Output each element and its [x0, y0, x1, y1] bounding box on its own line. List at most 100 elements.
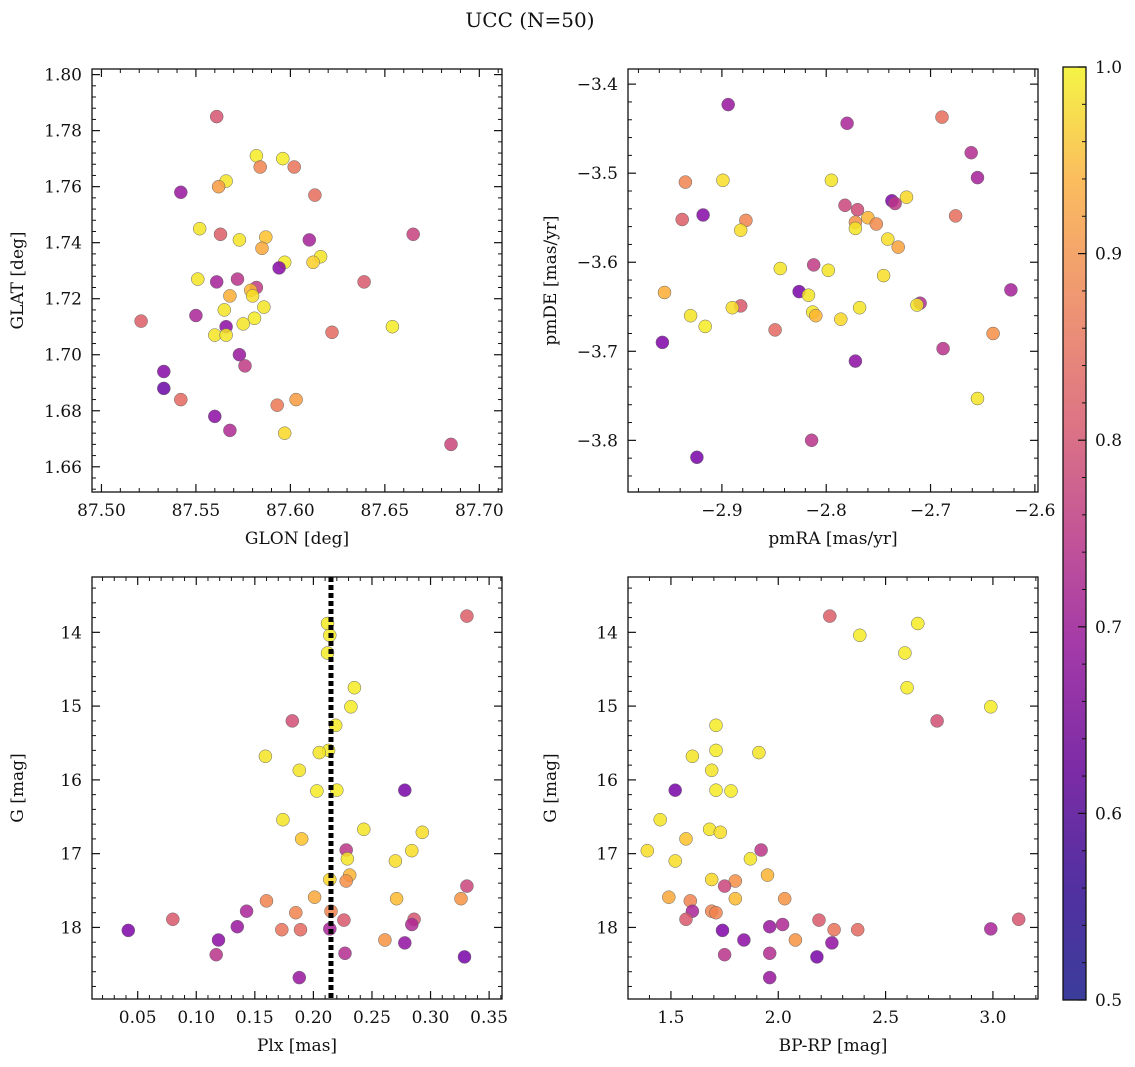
axes-frame	[91, 576, 503, 1000]
data-point	[293, 922, 308, 937]
data-point	[166, 912, 180, 927]
data-point	[232, 233, 247, 247]
data-point	[724, 784, 738, 798]
data-point	[405, 843, 419, 858]
data-point	[704, 872, 719, 887]
data-point	[189, 308, 203, 323]
data-point	[640, 843, 655, 858]
data-point	[405, 917, 419, 932]
data-point	[325, 325, 339, 340]
data-point	[709, 783, 723, 797]
data-point	[310, 784, 324, 798]
data-point	[709, 905, 723, 920]
data-point	[236, 317, 250, 331]
y-tick-label: 1.68	[44, 402, 82, 422]
axes-frame	[627, 68, 1039, 493]
x-tick-label: 87.60	[266, 501, 315, 521]
data-point	[704, 763, 719, 778]
data-point	[444, 437, 458, 452]
x-tick-label: −2.9	[701, 501, 742, 521]
x-tick-label: 0.10	[177, 1008, 215, 1028]
x-tick-label: 87.65	[361, 501, 410, 521]
data-point	[675, 212, 689, 227]
data-point	[653, 812, 667, 827]
data-point	[385, 319, 400, 334]
data-point	[804, 433, 819, 448]
data-point	[984, 922, 998, 936]
data-point	[302, 233, 317, 247]
x-tick-label: 0.15	[236, 1008, 274, 1028]
colorbar-tick-label: 1.0	[1095, 58, 1122, 78]
data-point	[853, 628, 867, 643]
data-point	[728, 891, 743, 906]
data-point	[876, 268, 891, 283]
data-point	[762, 946, 777, 961]
data-point	[253, 160, 267, 174]
data-point	[888, 196, 902, 211]
y-tick-label: 16	[60, 771, 82, 791]
y-tick-label: 16	[596, 771, 618, 791]
x-axis-label: GLON [deg]	[245, 529, 349, 549]
data-point	[307, 890, 322, 904]
data-point	[272, 261, 286, 275]
y-tick-label: 1.72	[44, 290, 82, 310]
data-point	[292, 970, 307, 985]
x-axis-label: BP-RP [mag]	[779, 1036, 888, 1056]
x-tick-label: 0.30	[412, 1008, 450, 1028]
data-point	[709, 743, 723, 758]
data-point	[245, 289, 260, 303]
data-point	[679, 832, 693, 846]
data-point	[357, 275, 371, 289]
data-point	[891, 240, 905, 254]
y-tick-label: 1.74	[44, 234, 82, 254]
data-point	[935, 110, 949, 124]
data-point	[948, 209, 963, 223]
data-point	[850, 202, 865, 217]
colorbar-tick-label: 0.7	[1095, 618, 1122, 638]
data-point	[911, 616, 925, 631]
data-point	[211, 179, 226, 194]
x-tick-label: −2.6	[1014, 501, 1055, 521]
data-point	[668, 783, 682, 797]
data-point	[848, 354, 863, 368]
colorbar-tick-label: 0.8	[1095, 431, 1122, 451]
data-point	[657, 285, 672, 300]
data-point	[683, 308, 698, 323]
data-point	[970, 391, 985, 406]
data-point	[824, 173, 839, 188]
data-point	[209, 275, 224, 289]
data-point	[777, 891, 792, 906]
data-point	[725, 300, 740, 315]
x-tick-label: 3.0	[979, 1008, 1006, 1028]
x-tick-label: 0.35	[470, 1008, 508, 1028]
data-point	[737, 933, 751, 947]
data-point	[134, 314, 148, 328]
data-point	[773, 261, 788, 276]
y-axis-label: G [mag]	[541, 753, 561, 822]
y-tick-label: 1.78	[44, 122, 82, 142]
data-point	[850, 922, 865, 937]
data-point	[457, 950, 472, 964]
data-point	[339, 874, 353, 888]
data-point	[306, 255, 320, 270]
y-tick-label: 1.76	[44, 178, 82, 198]
data-point	[340, 852, 355, 866]
y-tick-label: 1.66	[44, 458, 82, 478]
colorbar-gradient	[1062, 66, 1087, 1001]
x-tick-label: 87.55	[172, 501, 221, 521]
y-tick-label: −3.7	[577, 342, 618, 362]
y-tick-label: 18	[60, 918, 82, 938]
data-point	[232, 347, 247, 362]
data-point	[986, 326, 1000, 341]
data-point	[312, 745, 327, 760]
data-point	[743, 852, 758, 866]
y-tick-label: 1.70	[44, 346, 82, 366]
data-point	[713, 825, 728, 840]
panels: 87.50 87.55 87.60 87.65 87.70 1.66 1.68 1.70 1.7…	[8, 66, 1056, 1056]
data-point	[257, 300, 271, 314]
data-point	[238, 359, 252, 373]
data-point	[285, 714, 300, 728]
data-point	[762, 970, 777, 985]
x-tick-label: −2.7	[910, 501, 951, 521]
data-point	[330, 783, 344, 797]
